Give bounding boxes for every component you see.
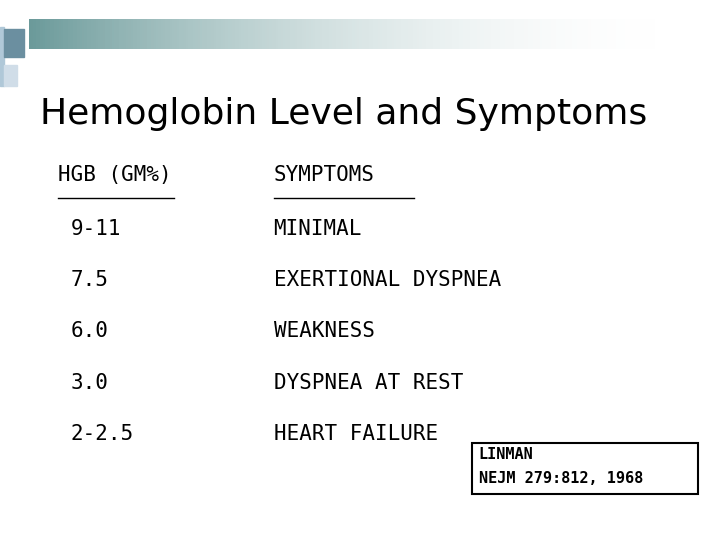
Text: MINIMAL: MINIMAL <box>274 219 362 239</box>
Bar <box>0 27 4 86</box>
Bar <box>4 65 17 86</box>
Text: HGB (GM%): HGB (GM%) <box>58 165 171 185</box>
Bar <box>4 29 24 57</box>
Text: LINMAN: LINMAN <box>479 447 534 462</box>
Text: DYSPNEA AT REST: DYSPNEA AT REST <box>274 373 463 393</box>
Text: 3.0: 3.0 <box>71 373 109 393</box>
Text: SYMPTOMS: SYMPTOMS <box>274 165 374 185</box>
Text: NEJM 279:812, 1968: NEJM 279:812, 1968 <box>479 471 643 486</box>
Text: WEAKNESS: WEAKNESS <box>274 321 374 341</box>
Text: 2-2.5: 2-2.5 <box>71 424 134 444</box>
Text: EXERTIONAL DYSPNEA: EXERTIONAL DYSPNEA <box>274 270 501 290</box>
Text: HEART FAILURE: HEART FAILURE <box>274 424 438 444</box>
Text: 6.0: 6.0 <box>71 321 109 341</box>
Text: 7.5: 7.5 <box>71 270 109 290</box>
FancyBboxPatch shape <box>472 443 698 494</box>
Text: 9-11: 9-11 <box>71 219 121 239</box>
Text: Hemoglobin Level and Symptoms: Hemoglobin Level and Symptoms <box>40 97 647 131</box>
